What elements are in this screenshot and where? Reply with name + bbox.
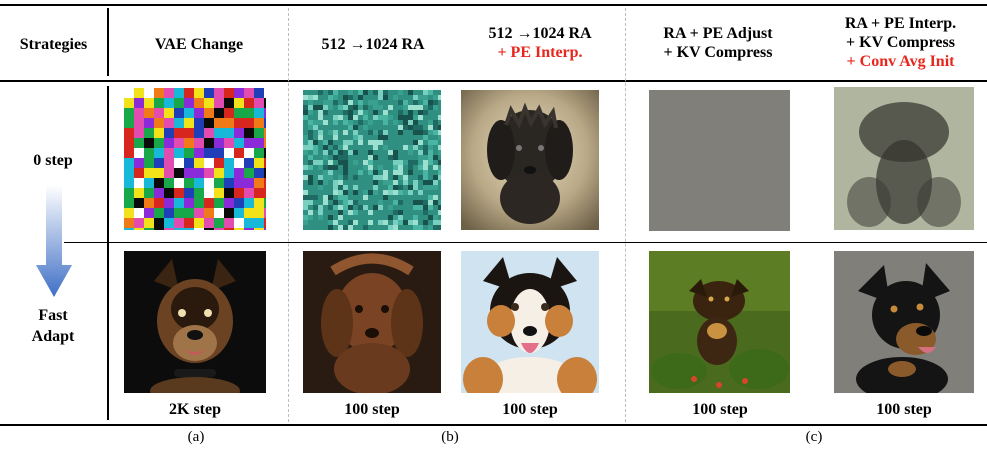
- header-pe-adjust-line2: + KV Compress: [663, 44, 773, 61]
- header-ra-pe-interp: 512 →1024 RA + PE Interp.: [458, 24, 622, 62]
- strategies-separator-top: [107, 8, 109, 76]
- header-ra: 512 →1024 RA: [321, 36, 425, 53]
- step-caption-b2: 100 step: [502, 401, 558, 418]
- step-caption-a: 2K step: [169, 401, 221, 418]
- group-label-c: (c): [805, 429, 823, 445]
- dog-curly-brown-image: [303, 251, 441, 393]
- image-conv-avg-init-0step: [834, 87, 974, 230]
- gray-noise-artifact: [649, 90, 790, 231]
- header-ra-pe-interp-line2: + PE Interp.: [497, 44, 583, 61]
- image-vae-change-2k: [124, 251, 266, 393]
- dog-black-tan-image: [834, 251, 974, 393]
- dog-collie-image: [461, 251, 599, 393]
- down-arrow-icon: [36, 185, 72, 297]
- image-ra-100step: [303, 251, 441, 393]
- image-conv-avg-init-100step: [834, 251, 974, 393]
- blurry-dog-image: [461, 90, 599, 230]
- group-divider-ab: [288, 8, 289, 422]
- header-strategies: Strategies: [19, 36, 88, 53]
- textured-shape-artifact: [834, 87, 974, 230]
- header-conv-line2: + KV Compress: [846, 34, 955, 51]
- header-ra-pe-adjust-kv: RA + PE Adjust + KV Compress: [628, 24, 808, 62]
- image-pe-adjust-kv-0step: [649, 90, 790, 231]
- image-ra-pe-interp-0step: [461, 90, 599, 230]
- image-ra-pe-interp-100step: [461, 251, 599, 393]
- row-separator: [64, 242, 987, 243]
- image-pe-adjust-kv-100step: [649, 251, 790, 393]
- strategies-separator-bottom: [107, 86, 109, 420]
- top-rule: [0, 4, 987, 6]
- step-caption-c2: 100 step: [876, 401, 932, 418]
- header-vae-change: VAE Change: [154, 36, 244, 53]
- row-label-zero-step: 0 step: [33, 152, 73, 169]
- header-pe-adjust-line1: RA + PE Adjust: [663, 25, 773, 42]
- fast-adapt-line1: Fast: [38, 307, 68, 324]
- bottom-rule: [0, 424, 987, 426]
- image-vae-change-0step: [124, 88, 266, 230]
- group-divider-bc: [625, 8, 626, 422]
- header-ra-pe-interp-line1: 512 →1024 RA: [488, 25, 592, 42]
- mosaic-artifact: [124, 88, 266, 230]
- teal-noise-artifact: [303, 90, 441, 230]
- header-ra-pe-interp-kv-conv: RA + PE Interp. + KV Compress + Conv Avg…: [814, 14, 987, 71]
- fast-adapt-line2: Adapt: [31, 328, 75, 345]
- dog-foliage-image: [649, 251, 790, 393]
- dog-shepherd-image: [124, 251, 266, 393]
- header-conv-line3: + Conv Avg Init: [846, 53, 955, 70]
- step-caption-b1: 100 step: [344, 401, 400, 418]
- step-caption-c1: 100 step: [692, 401, 748, 418]
- row-label-fast-adapt: Fast Adapt: [3, 305, 103, 347]
- group-label-a: (a): [187, 429, 205, 445]
- header-rule: [0, 80, 987, 82]
- group-label-b: (b): [441, 429, 459, 445]
- image-ra-0step: [303, 90, 441, 230]
- header-conv-line1: RA + PE Interp.: [844, 15, 957, 32]
